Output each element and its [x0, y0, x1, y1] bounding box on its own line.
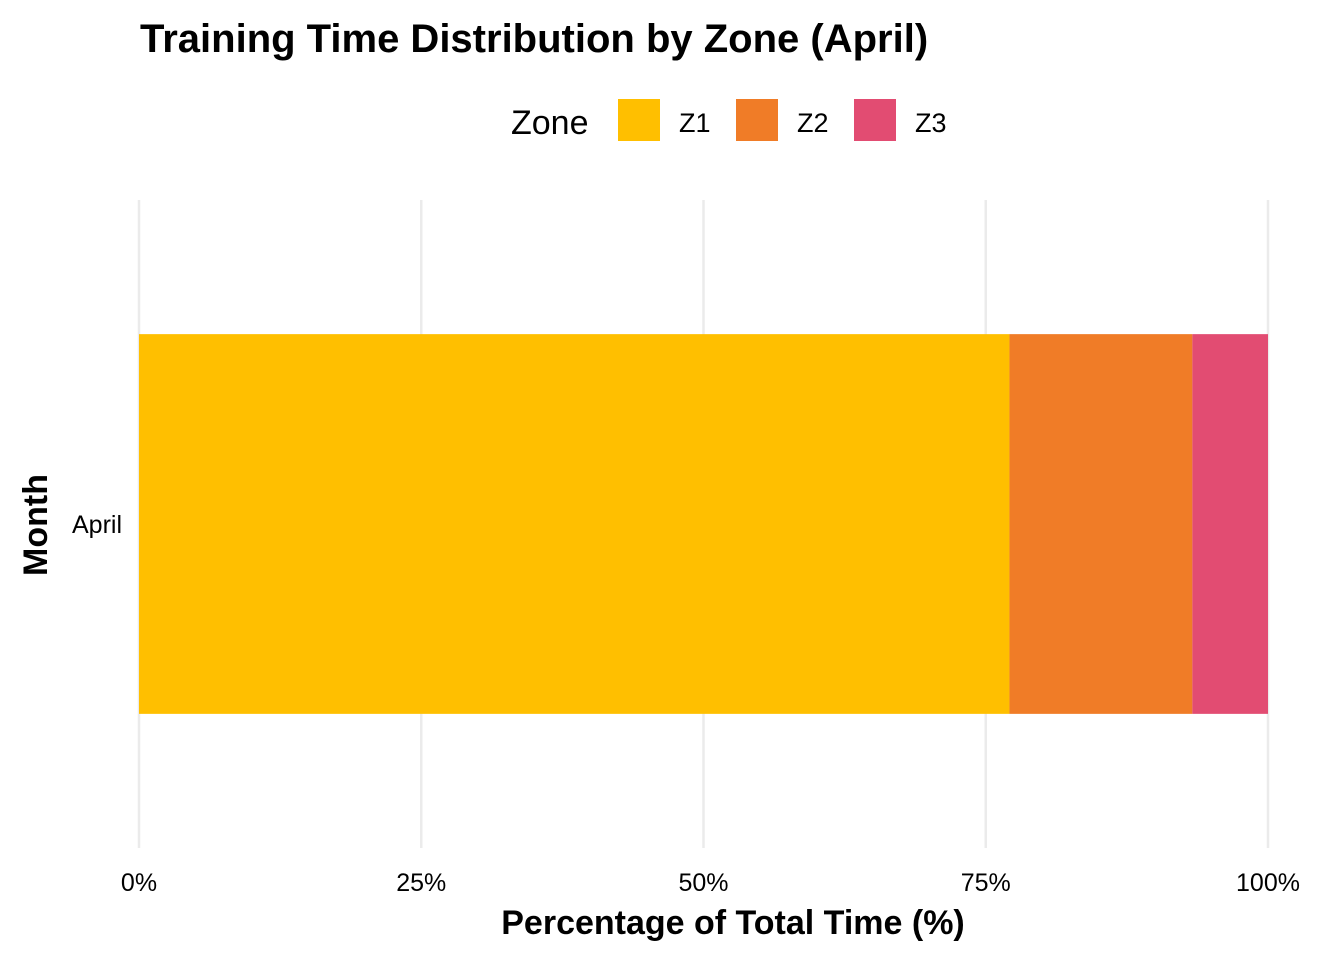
legend-key-z1: [618, 99, 660, 141]
legend-title: Zone: [511, 104, 589, 142]
legend-items: Z1 Z2 Z3: [618, 99, 947, 141]
x-axis-ticks: 0% 25% 50% 75% 100%: [121, 869, 1300, 897]
legend-key-z2: [736, 99, 778, 141]
legend-label-z2: Z2: [797, 108, 829, 138]
x-tick-label: 25%: [396, 869, 446, 897]
x-tick-label: 50%: [678, 869, 728, 897]
y-axis-title: Month: [17, 474, 55, 576]
legend-label-z3: Z3: [915, 108, 947, 138]
bar-segment-z1: [139, 334, 1010, 714]
legend-key-z3: [854, 99, 896, 141]
bar-segment-z3: [1192, 334, 1268, 714]
y-axis-ticks: April: [72, 511, 122, 539]
x-tick-label: 75%: [961, 869, 1011, 897]
legend: Zone Z1 Z2 Z3: [511, 99, 947, 142]
x-tick-label: 0%: [121, 869, 157, 897]
chart-title: Training Time Distribution by Zone (Apri…: [140, 17, 928, 61]
y-tick-label: April: [72, 511, 122, 539]
legend-label-z1: Z1: [679, 108, 711, 138]
x-tick-label: 100%: [1236, 869, 1300, 897]
x-axis-title: Percentage of Total Time (%): [501, 904, 965, 942]
bars: [139, 334, 1268, 714]
bar-segment-z2: [1009, 334, 1193, 714]
